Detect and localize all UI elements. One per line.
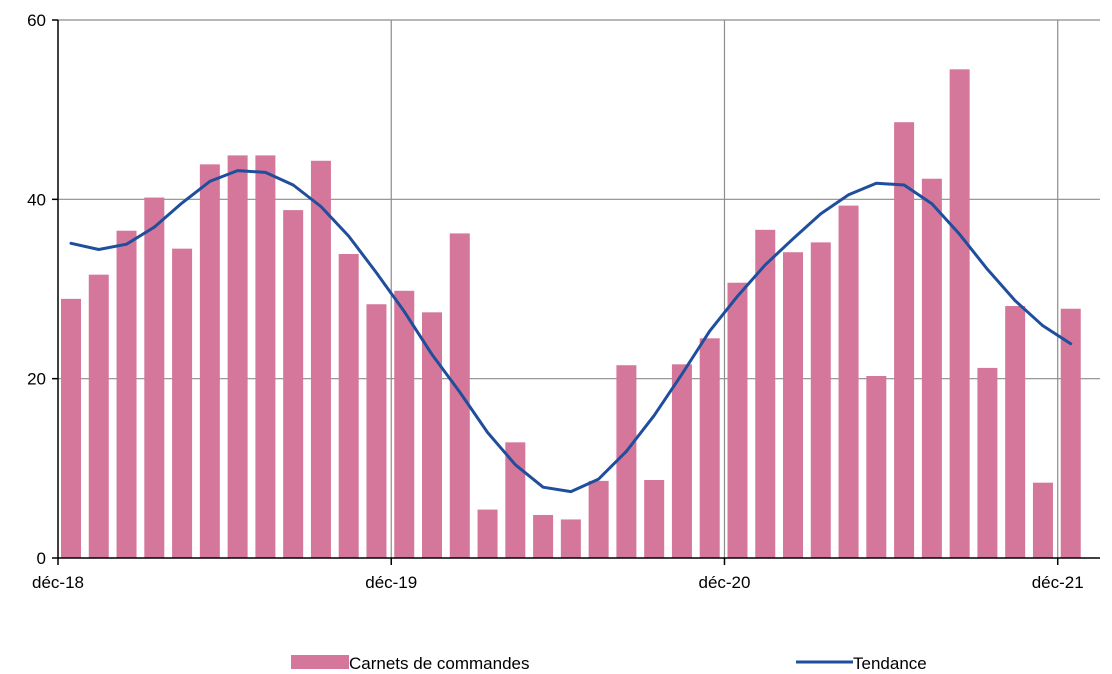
bar: [61, 298, 81, 558]
bar: [1005, 306, 1026, 558]
bar: [505, 442, 526, 558]
bar: [533, 514, 554, 558]
bar: [727, 282, 748, 558]
x-tick-label: déc-19: [365, 573, 417, 592]
bar: [422, 312, 443, 558]
y-tick-label: 0: [37, 549, 46, 568]
bar: [949, 69, 970, 559]
trend-line-series: [69, 169, 1073, 494]
bar: [866, 375, 887, 558]
bar: [644, 479, 665, 558]
y-tick-label: 20: [27, 370, 46, 389]
bar: [699, 338, 720, 558]
bar: [227, 155, 248, 558]
bar: [283, 210, 304, 559]
bar: [116, 230, 137, 558]
bar: [172, 248, 193, 558]
bar: [588, 480, 609, 558]
bar: [755, 229, 776, 558]
legend: Carnets de commandes Tendance: [291, 654, 927, 673]
x-tick-label: déc-20: [698, 573, 750, 592]
bar: [366, 304, 387, 558]
y-tick-label: 40: [27, 190, 46, 209]
bar: [477, 509, 498, 558]
x-tick-label: déc-21: [1032, 573, 1084, 592]
bar: [616, 365, 637, 558]
bar: [921, 178, 942, 558]
bar: [671, 364, 692, 558]
y-tick-label: 60: [27, 11, 46, 30]
bar: [338, 254, 359, 558]
bar: [310, 160, 331, 558]
bar: [1060, 308, 1081, 558]
bar: [394, 290, 415, 558]
legend-swatch-carnets: [291, 655, 349, 669]
bar: [783, 252, 804, 558]
legend-label-carnets: Carnets de commandes: [349, 654, 529, 673]
bar: [449, 233, 470, 558]
trend-line: [69, 169, 1073, 494]
bar: [894, 122, 915, 558]
bar: [255, 155, 276, 558]
bar: [88, 274, 109, 558]
bar: [199, 164, 220, 558]
bar: [144, 197, 165, 559]
axes: 0 20 40 60 déc-18 déc-19 déc-20 déc-21: [27, 11, 1100, 592]
bar-series: [61, 69, 1081, 559]
bar: [810, 242, 831, 558]
legend-label-tendance: Tendance: [853, 654, 927, 673]
bar: [838, 205, 859, 559]
bar: [1032, 482, 1053, 558]
x-tick-label: déc-18: [32, 573, 84, 592]
bar: [977, 367, 998, 558]
bar: [560, 519, 581, 558]
